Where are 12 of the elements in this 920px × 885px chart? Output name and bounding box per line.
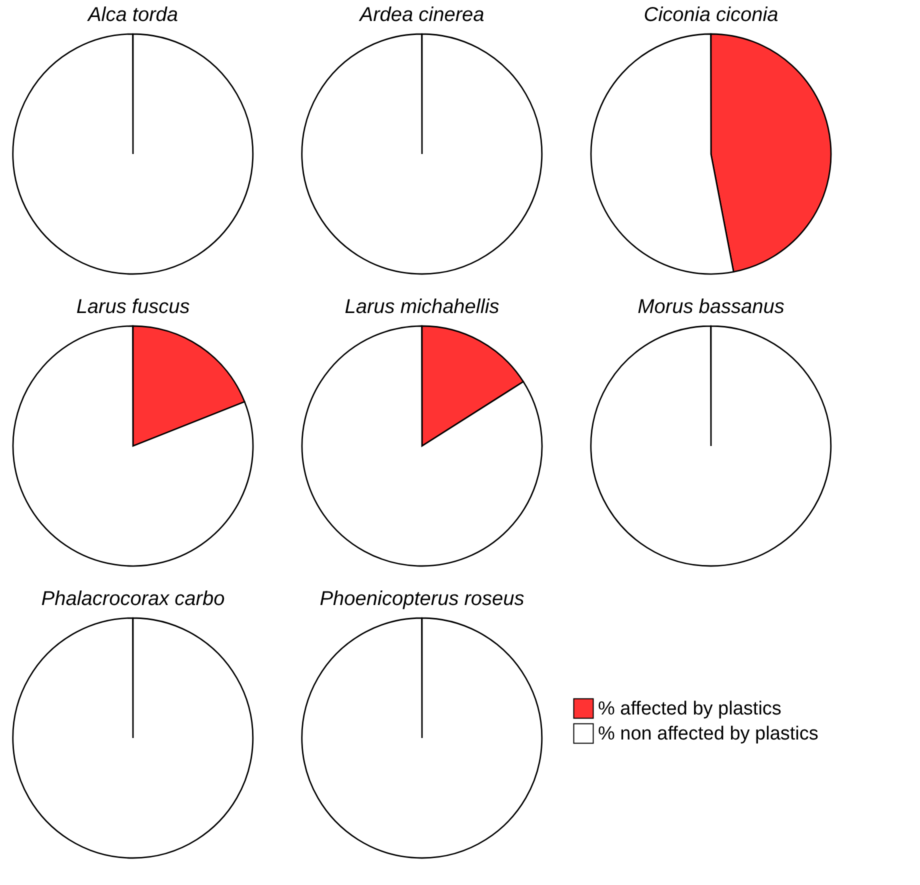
chart-title: Morus bassanus xyxy=(638,296,784,318)
chart-title: Ardea cinerea xyxy=(358,4,484,26)
chart-title: Larus michahellis xyxy=(344,296,500,318)
chart-title: Phoenicopterus roseus xyxy=(320,588,524,610)
legend-label: % affected by plastics xyxy=(598,698,782,720)
pie-slice xyxy=(301,325,543,567)
chart-title: Phalacrocorax carbo xyxy=(41,588,225,610)
chart-title: Larus fuscus xyxy=(76,296,190,318)
pie-slice xyxy=(12,325,254,567)
chart-title: Alca torda xyxy=(86,4,178,26)
chart-title: Ciconia ciconia xyxy=(644,4,778,26)
legend-label: % non affected by plastics xyxy=(598,724,818,744)
